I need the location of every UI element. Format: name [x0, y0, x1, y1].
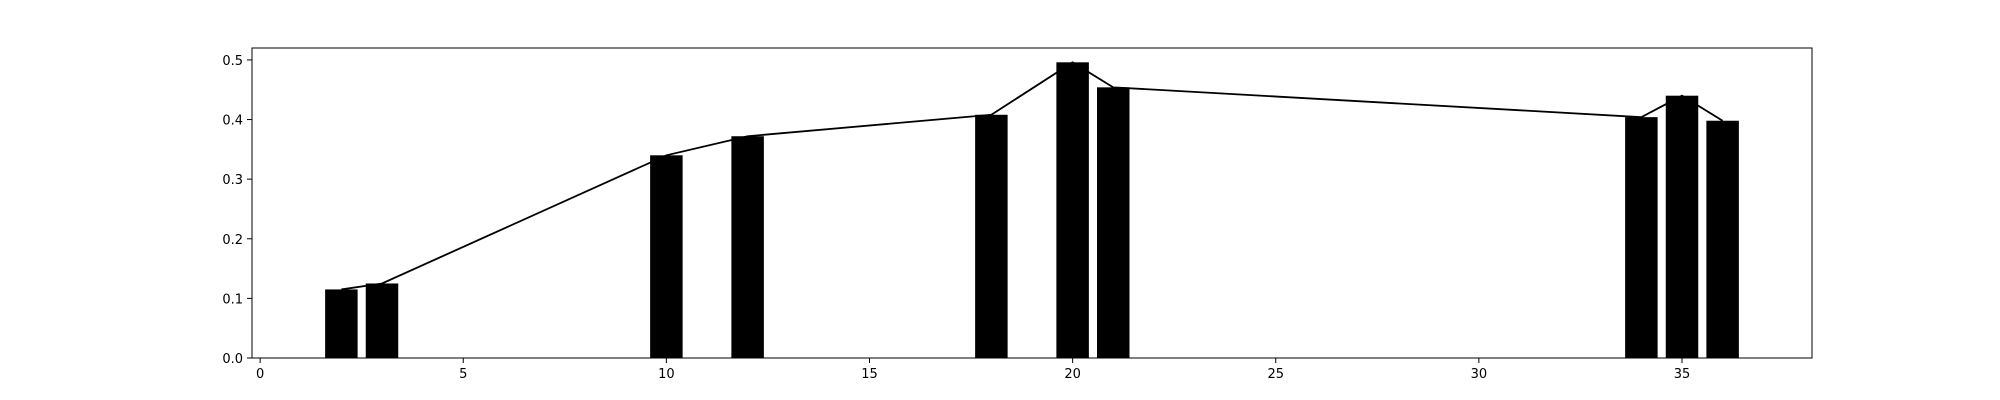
y-tick-label: 0.1: [222, 292, 243, 307]
y-axis: 0.0 0.1 0.2 0.3 0.4 0.5: [222, 54, 252, 367]
bar-4: [975, 114, 1008, 359]
x-tick-label: 25: [1267, 367, 1284, 382]
y-tick-label: 0.4: [222, 114, 243, 129]
bar-9: [1706, 120, 1739, 358]
bar-5: [1056, 62, 1089, 359]
bar-0: [325, 289, 358, 358]
x-tick-label: 10: [658, 367, 675, 382]
bar-8: [1665, 95, 1699, 358]
series-line: [341, 61, 1724, 291]
x-axis: 0 5 10 15 20 25 30 35: [256, 358, 1690, 382]
y-tick-label: 0.2: [222, 233, 243, 248]
plot-area-frame: [251, 47, 1813, 359]
y-tick-label: 0.5: [222, 54, 243, 69]
x-tick-label: 30: [1471, 367, 1488, 382]
y-tick-label: 0.0: [222, 352, 243, 367]
bar-7: [1625, 117, 1658, 359]
bar-2: [650, 155, 683, 358]
bar-6: [1097, 87, 1130, 358]
x-tick-label: 0: [256, 367, 264, 382]
x-tick-label: 35: [1674, 367, 1691, 382]
y-tick-label: 0.3: [222, 173, 243, 188]
x-tick-label: 20: [1064, 367, 1081, 382]
bars-group: [325, 62, 1739, 359]
x-tick-label: 5: [459, 367, 467, 382]
x-tick-label: 15: [861, 367, 878, 382]
line-overlay-group: [341, 61, 1724, 291]
bar-3: [731, 136, 764, 358]
bar-1: [365, 283, 399, 358]
